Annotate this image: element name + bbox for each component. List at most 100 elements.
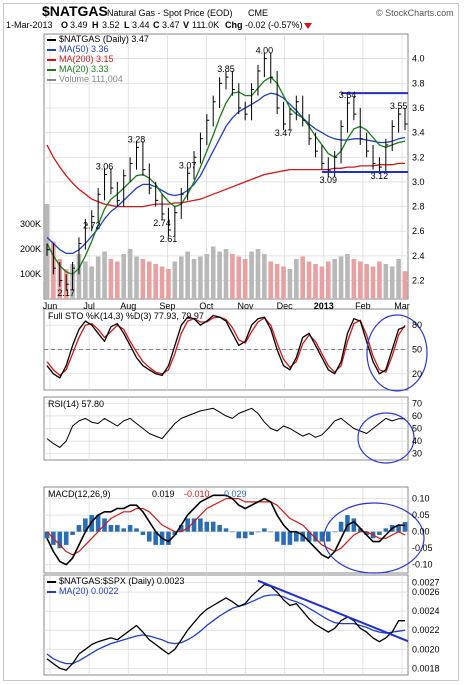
sto-highlight-circle xyxy=(366,314,428,392)
x-tick-label: Aug xyxy=(120,301,136,311)
volume-bar xyxy=(338,256,344,299)
price-annotation: 3.12 xyxy=(371,171,389,181)
legend-swatch xyxy=(47,69,56,71)
volume-bar xyxy=(255,249,261,299)
volume-tick-label: 200K xyxy=(20,244,41,254)
price-annotation: 3.07 xyxy=(179,160,197,170)
y-tick-label: 3.2 xyxy=(412,152,425,162)
open-label: O xyxy=(61,20,68,30)
volume-bar xyxy=(210,246,216,299)
macd-histogram-bar xyxy=(300,531,306,542)
macd-histogram-bar xyxy=(89,515,95,532)
y-tick-label: 60 xyxy=(412,411,422,421)
macd-histogram-bar xyxy=(166,531,171,545)
macd-histogram-bar xyxy=(364,531,369,535)
volume-bar xyxy=(242,259,248,299)
rsi-title: RSI(14) 57.80 xyxy=(48,399,104,409)
price-annotation: 3.55 xyxy=(390,101,408,111)
macd-title: MACD(12,26,9) xyxy=(48,489,111,499)
legend-swatch xyxy=(47,59,56,61)
volume-bar xyxy=(332,259,337,299)
y-tick-label: 4.0 xyxy=(412,54,425,64)
volume-bar xyxy=(178,256,184,299)
price-annotation: 2.17 xyxy=(57,288,75,298)
volume-bar xyxy=(108,259,114,299)
y-tick-label: 0.05 xyxy=(412,510,430,520)
macd-histogram-bar xyxy=(236,531,242,539)
macd-histogram-bar xyxy=(396,525,401,532)
legend-swatch xyxy=(47,39,56,41)
ma50-line xyxy=(46,92,406,255)
y-tick-label: 3.4 xyxy=(412,128,425,138)
macd-histogram-bar xyxy=(332,531,337,533)
ratio-line xyxy=(46,583,405,671)
volume-bar xyxy=(115,261,120,299)
legend-swatch xyxy=(47,591,56,593)
volume-bar xyxy=(230,254,235,299)
y-tick-label: 3.6 xyxy=(412,103,425,113)
volume-bar xyxy=(377,261,382,299)
x-tick-label: Feb xyxy=(355,301,371,311)
volume-bar xyxy=(191,259,197,299)
macd-histogram-bar xyxy=(268,531,274,533)
y-tick-label: 2.2 xyxy=(412,276,425,286)
y-tick-label: 40 xyxy=(412,436,422,446)
y-tick-label: 70 xyxy=(412,398,422,408)
price-annotation: 4.00 xyxy=(256,46,274,56)
volume-bar xyxy=(223,249,229,299)
y-tick-label: 0.0027 xyxy=(412,578,440,588)
close-label: C xyxy=(153,20,160,30)
change-value: -0.02 (-0.57%) xyxy=(245,20,303,30)
volume-bar xyxy=(402,271,408,299)
volume-bar xyxy=(389,266,395,299)
volume-bar xyxy=(166,269,171,299)
macd-line xyxy=(46,494,406,566)
low-value: 3.44 xyxy=(132,20,150,30)
y-tick-label: 3.8 xyxy=(412,78,425,88)
y-tick-label: 50 xyxy=(412,345,422,355)
volume-tick-label: 300K xyxy=(20,219,41,229)
x-tick-label: Dec xyxy=(277,301,294,311)
x-tick-label: Nov xyxy=(238,301,255,311)
macd-histogram-bar xyxy=(76,525,82,532)
volume-bar xyxy=(89,266,95,299)
macd-histogram-bar xyxy=(57,531,63,549)
sto-k-line xyxy=(46,314,406,379)
y-tick-label: 0.0018 xyxy=(412,663,440,673)
stock-chart: $NATGAS Natural Gas - Spot Price (EOD) C… xyxy=(6,4,454,676)
volume-bar xyxy=(370,266,376,299)
volume-bar xyxy=(313,264,318,299)
macd-histogram-bar xyxy=(121,528,127,532)
y-tick-label: 0.00 xyxy=(412,527,430,537)
price-annotation: 3.09 xyxy=(320,175,338,185)
macd-histogram-bar xyxy=(383,528,389,532)
macd-histogram-bar xyxy=(217,525,222,532)
macd-histogram-bar xyxy=(357,528,363,532)
legend-label: MA(20) 0.0022 xyxy=(59,586,119,596)
macd-histogram-bar xyxy=(351,518,357,532)
macd-histogram-bar xyxy=(242,531,248,539)
legend-label: Volume 111,004 xyxy=(59,74,123,84)
change-label: Chg xyxy=(225,20,243,30)
volume-bar xyxy=(236,256,242,299)
macd-histogram-bar xyxy=(134,528,139,532)
y-tick-label: 80 xyxy=(412,320,422,330)
volume-bar xyxy=(383,264,389,299)
macd-histogram-bar xyxy=(178,525,184,532)
macd-histogram-bar xyxy=(338,521,344,532)
volume-bar xyxy=(102,251,107,299)
volume-bar xyxy=(274,264,280,299)
x-tick-label: Mar xyxy=(394,301,410,311)
volume-bar xyxy=(198,256,203,299)
x-tick-label: Jun xyxy=(43,301,58,311)
down-arrow-icon xyxy=(304,23,312,29)
price-annotation: 3.85 xyxy=(217,64,235,74)
volume-bar xyxy=(185,251,190,299)
macd-histogram-bar xyxy=(63,531,69,545)
volume-bar xyxy=(300,256,306,299)
volume-bar xyxy=(204,254,210,299)
macd-histogram-bar xyxy=(255,531,261,533)
volume-bar xyxy=(351,259,357,299)
macd-histogram-bar xyxy=(223,528,229,532)
macd-histogram-bar xyxy=(115,525,120,532)
